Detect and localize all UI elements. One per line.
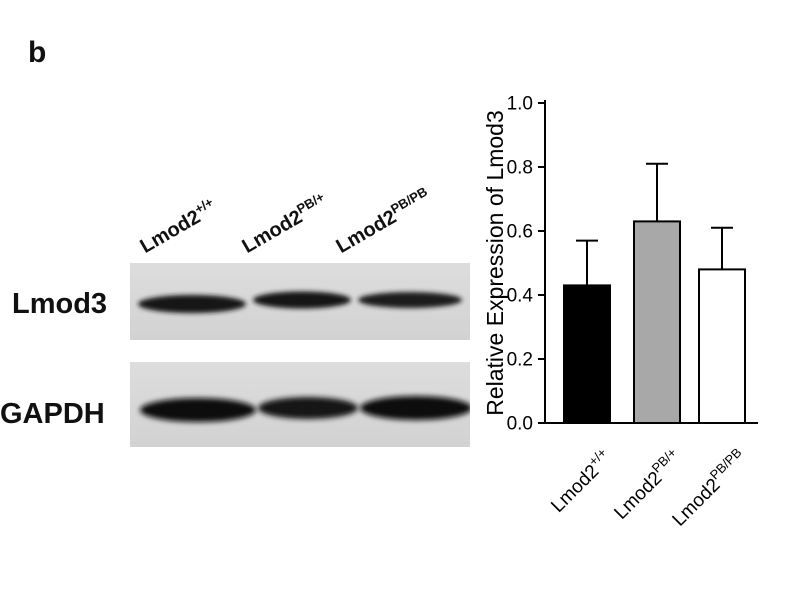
western-blot-gapdh bbox=[130, 362, 470, 447]
blot-band bbox=[258, 397, 358, 419]
y-tick-label: 0.0 bbox=[507, 414, 533, 435]
blot-band bbox=[140, 398, 256, 422]
lane-label-1-base: Lmod2 bbox=[136, 205, 205, 258]
y-tick-label: 0.8 bbox=[507, 158, 533, 179]
blot-band bbox=[358, 292, 462, 308]
lane-label-2-base: Lmod2 bbox=[238, 205, 307, 258]
lane-label-3-sup: PB/PB bbox=[387, 183, 430, 217]
lane-label-3-base: Lmod2 bbox=[332, 205, 401, 258]
blot-gapdh-bands bbox=[140, 396, 470, 422]
lane-label-1: Lmod2+/+ bbox=[133, 191, 221, 259]
western-blot-lmod3 bbox=[130, 263, 470, 340]
blot-lmod3-bands bbox=[138, 291, 462, 313]
lane-label-2: Lmod2PB/+ bbox=[235, 186, 332, 259]
blot-row-label-lmod3: Lmod3 bbox=[12, 288, 108, 320]
lane-label-2-sup: PB/+ bbox=[293, 189, 327, 217]
y-tick-label: 1.0 bbox=[507, 94, 533, 115]
blot-band bbox=[138, 295, 246, 313]
bar-2 bbox=[698, 268, 746, 424]
y-axis-label: Relative Expression of Lmod3 bbox=[486, 110, 508, 416]
blot-band bbox=[253, 291, 351, 309]
blot-row-label-gapdh: GAPDH bbox=[0, 398, 105, 430]
panel-label: b bbox=[28, 36, 47, 69]
y-tick-label: 0.6 bbox=[507, 222, 533, 243]
y-tick-label: 0.2 bbox=[507, 350, 533, 371]
bar-0 bbox=[563, 284, 611, 424]
x-tick-label: Lmod2+/+ bbox=[544, 445, 616, 517]
x-tick-label: Lmod2PB/PB bbox=[666, 445, 752, 531]
lane-label-3: Lmod2PB/PB bbox=[329, 180, 435, 258]
y-tick-label: 0.4 bbox=[507, 286, 534, 307]
bar-1 bbox=[633, 220, 681, 424]
blot-band bbox=[360, 396, 470, 420]
